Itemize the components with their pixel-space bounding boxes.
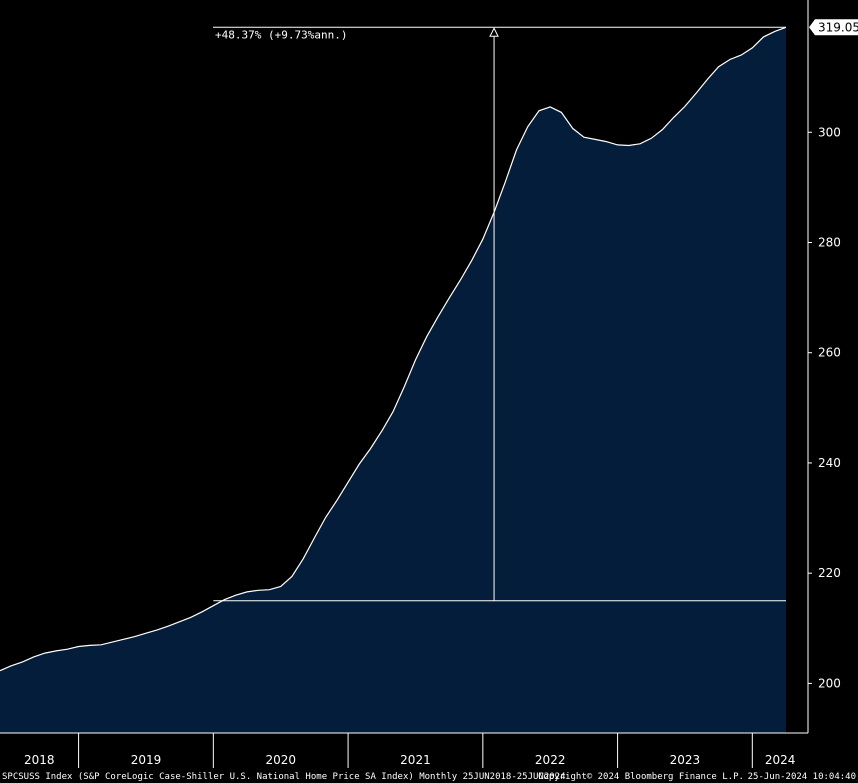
y-tick-label: 240 bbox=[818, 456, 841, 470]
y-tick-label: 300 bbox=[818, 125, 841, 139]
footer-source: SPCSUSS Index (S&P CoreLogic Case-Shille… bbox=[2, 772, 566, 782]
area-fill bbox=[0, 27, 786, 734]
y-tick-label: 280 bbox=[818, 235, 841, 249]
x-tick-label: 2021 bbox=[400, 753, 431, 767]
change-annotation: +48.37% (+9.73%ann.) bbox=[213, 26, 786, 602]
last-value-box bbox=[809, 19, 858, 36]
x-axis: 2018 2019 2020 2021 2022 2023 2024 bbox=[0, 732, 808, 768]
series-layer bbox=[0, 26, 787, 672]
x-tick-label: 2019 bbox=[131, 753, 162, 767]
x-tick-label: 2022 bbox=[535, 753, 566, 767]
x-tick-label: 2023 bbox=[670, 753, 701, 767]
y-tick-label: 260 bbox=[818, 346, 841, 360]
y-tick-label: 220 bbox=[818, 566, 841, 580]
x-tick-label: 2020 bbox=[265, 753, 296, 767]
last-value-label: 319.05 bbox=[809, 19, 858, 36]
footer-copyright: Copyright© 2024 Bloomberg Finance L.P. bbox=[538, 772, 744, 782]
y-tick-label: 200 bbox=[818, 676, 841, 690]
annotation-text: +48.37% (+9.73%ann.) bbox=[215, 28, 347, 41]
x-tick-label: 2018 bbox=[24, 753, 55, 767]
footer-timestamp: 25-Jun-2024 10:04:40 bbox=[748, 772, 856, 782]
x-tick-label: 2024 bbox=[765, 753, 796, 767]
last-value-text: 319.05 bbox=[818, 20, 858, 34]
y-axis: 200 220 240 260 280 300 bbox=[807, 0, 841, 733]
annotation-arrowhead-icon bbox=[489, 27, 499, 37]
series-line bbox=[0, 26, 787, 672]
footer-bar bbox=[0, 768, 858, 783]
